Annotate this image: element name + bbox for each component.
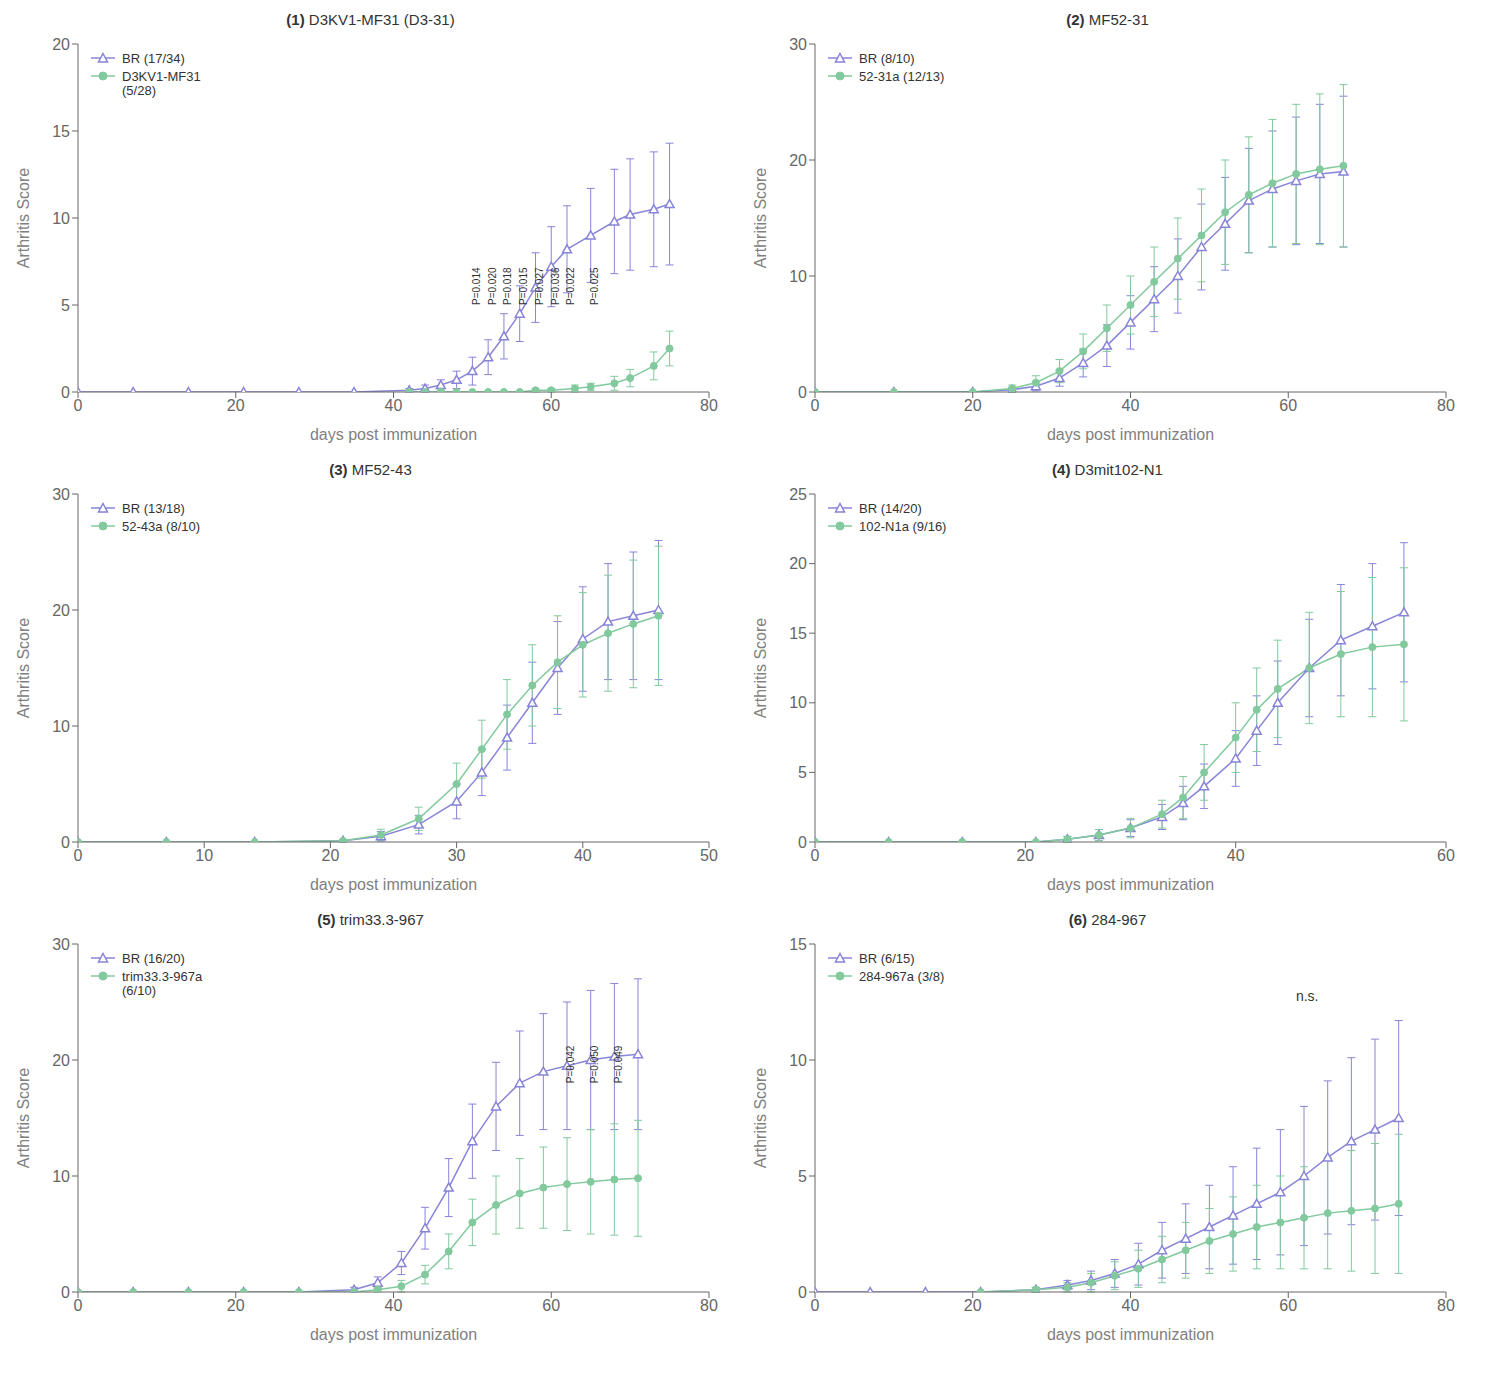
svg-text:20: 20 [52, 602, 70, 619]
svg-text:60: 60 [1279, 1297, 1297, 1314]
svg-text:P=0.042: P=0.042 [565, 1045, 576, 1083]
html-text:BR (6/15): BR (6/15) [859, 951, 915, 966]
svg-text:0: 0 [811, 847, 820, 864]
svg-text:20: 20 [964, 397, 982, 414]
svg-text:0: 0 [811, 1297, 820, 1314]
svg-text:days post immunization: days post immunization [1047, 876, 1214, 893]
svg-text:30: 30 [52, 936, 70, 953]
html-text:(3) MF52-43: (3) MF52-43 [329, 461, 412, 478]
svg-text:days post immunization: days post immunization [310, 426, 477, 443]
svg-text:20: 20 [322, 847, 340, 864]
html-text:BR (8/10): BR (8/10) [859, 51, 915, 66]
svg-text:30: 30 [789, 36, 807, 53]
svg-text:80: 80 [1437, 1297, 1455, 1314]
svg-text:80: 80 [700, 397, 718, 414]
html-text:(6) 284-967: (6) 284-967 [1068, 911, 1147, 928]
svg-text:10: 10 [789, 694, 807, 711]
html-text:(2) MF52-31: (2) MF52-31 [1066, 11, 1149, 28]
svg-text:0: 0 [74, 397, 83, 414]
svg-text:40: 40 [1227, 847, 1245, 864]
html-text:52-43a (8/10): 52-43a (8/10) [122, 519, 201, 534]
svg-text:5: 5 [798, 1168, 807, 1185]
svg-text:5: 5 [61, 297, 70, 314]
svg-text:P=0.014: P=0.014 [471, 267, 482, 305]
svg-text:P=0.049: P=0.049 [613, 1045, 624, 1083]
svg-text:50: 50 [700, 847, 718, 864]
html-text:52-31a (12/13): 52-31a (12/13) [859, 69, 945, 84]
svg-text:Arthritis Score: Arthritis Score [15, 168, 32, 269]
svg-text:Arthritis Score: Arthritis Score [752, 618, 769, 719]
svg-text:20: 20 [789, 152, 807, 169]
html-text:(1) D3KV1-MF31 (D3-31): (1) D3KV1-MF31 (D3-31) [286, 11, 455, 28]
svg-text:days post immunization: days post immunization [310, 1326, 477, 1343]
html-text:102-N1a (9/16): 102-N1a (9/16) [859, 519, 947, 534]
svg-text:P=0.020: P=0.020 [487, 267, 498, 305]
svg-text:20: 20 [52, 36, 70, 53]
svg-text:0: 0 [61, 1284, 70, 1301]
svg-text:days post immunization: days post immunization [1047, 426, 1214, 443]
svg-text:0: 0 [798, 1284, 807, 1301]
svg-text:20: 20 [227, 397, 245, 414]
html-text:284-967a (3/8): 284-967a (3/8) [859, 969, 945, 984]
svg-text:80: 80 [700, 1297, 718, 1314]
svg-text:40: 40 [574, 847, 592, 864]
svg-text:60: 60 [1279, 397, 1297, 414]
svg-text:15: 15 [52, 123, 70, 140]
svg-text:0: 0 [798, 834, 807, 851]
svg-text:80: 80 [1437, 397, 1455, 414]
svg-text:Arthritis Score: Arthritis Score [752, 1068, 769, 1169]
svg-text:P=0.036: P=0.036 [550, 267, 561, 305]
html-text:BR (13/18): BR (13/18) [122, 501, 185, 516]
svg-text:Arthritis Score: Arthritis Score [15, 618, 32, 719]
svg-text:P=0.018: P=0.018 [502, 267, 513, 305]
svg-text:0: 0 [74, 847, 83, 864]
svg-text:15: 15 [789, 936, 807, 953]
svg-text:60: 60 [542, 397, 560, 414]
html-text:trim33.3-967a (6/10): trim33.3-967a (6/10) [122, 969, 203, 998]
svg-text:20: 20 [1016, 847, 1034, 864]
svg-text:0: 0 [811, 397, 820, 414]
svg-text:10: 10 [52, 210, 70, 227]
svg-text:0: 0 [74, 1297, 83, 1314]
svg-text:60: 60 [542, 1297, 560, 1314]
html-text:BR (14/20): BR (14/20) [859, 501, 922, 516]
svg-text:10: 10 [52, 718, 70, 735]
svg-text:0: 0 [61, 384, 70, 401]
svg-text:10: 10 [789, 268, 807, 285]
svg-text:P=0.050: P=0.050 [589, 1045, 600, 1083]
svg-text:40: 40 [1122, 1297, 1140, 1314]
svg-text:20: 20 [52, 1052, 70, 1069]
html-text:(4) D3mit102-N1: (4) D3mit102-N1 [1052, 461, 1163, 478]
svg-text:P=0.025: P=0.025 [589, 267, 600, 305]
svg-text:days post immunization: days post immunization [310, 876, 477, 893]
svg-text:30: 30 [448, 847, 466, 864]
svg-text:20: 20 [964, 1297, 982, 1314]
svg-text:Arthritis Score: Arthritis Score [15, 1068, 32, 1169]
svg-text:P=0.022: P=0.022 [565, 267, 576, 305]
svg-text:10: 10 [789, 1052, 807, 1069]
svg-text:20: 20 [227, 1297, 245, 1314]
svg-text:10: 10 [52, 1168, 70, 1185]
svg-text:0: 0 [61, 834, 70, 851]
svg-text:P=0.027: P=0.027 [534, 267, 545, 305]
svg-text:0: 0 [798, 384, 807, 401]
html-text:D3KV1-MF31 (5/28): D3KV1-MF31 (5/28) [122, 69, 201, 98]
svg-text:P=0.015: P=0.015 [518, 267, 529, 305]
svg-text:30: 30 [52, 486, 70, 503]
svg-text:40: 40 [385, 1297, 403, 1314]
svg-text:10: 10 [195, 847, 213, 864]
svg-text:Arthritis Score: Arthritis Score [752, 168, 769, 269]
html-text:BR (16/20): BR (16/20) [122, 951, 185, 966]
svg-text:20: 20 [789, 555, 807, 572]
svg-text:days post immunization: days post immunization [1047, 1326, 1214, 1343]
svg-text:40: 40 [385, 397, 403, 414]
svg-text:15: 15 [789, 625, 807, 642]
html-text:(5) trim33.3-967: (5) trim33.3-967 [317, 911, 424, 928]
svg-text:n.s.: n.s. [1296, 988, 1319, 1004]
html-text:BR (17/34): BR (17/34) [122, 51, 185, 66]
svg-text:60: 60 [1437, 847, 1455, 864]
svg-text:40: 40 [1122, 397, 1140, 414]
svg-text:25: 25 [789, 486, 807, 503]
svg-text:5: 5 [798, 764, 807, 781]
